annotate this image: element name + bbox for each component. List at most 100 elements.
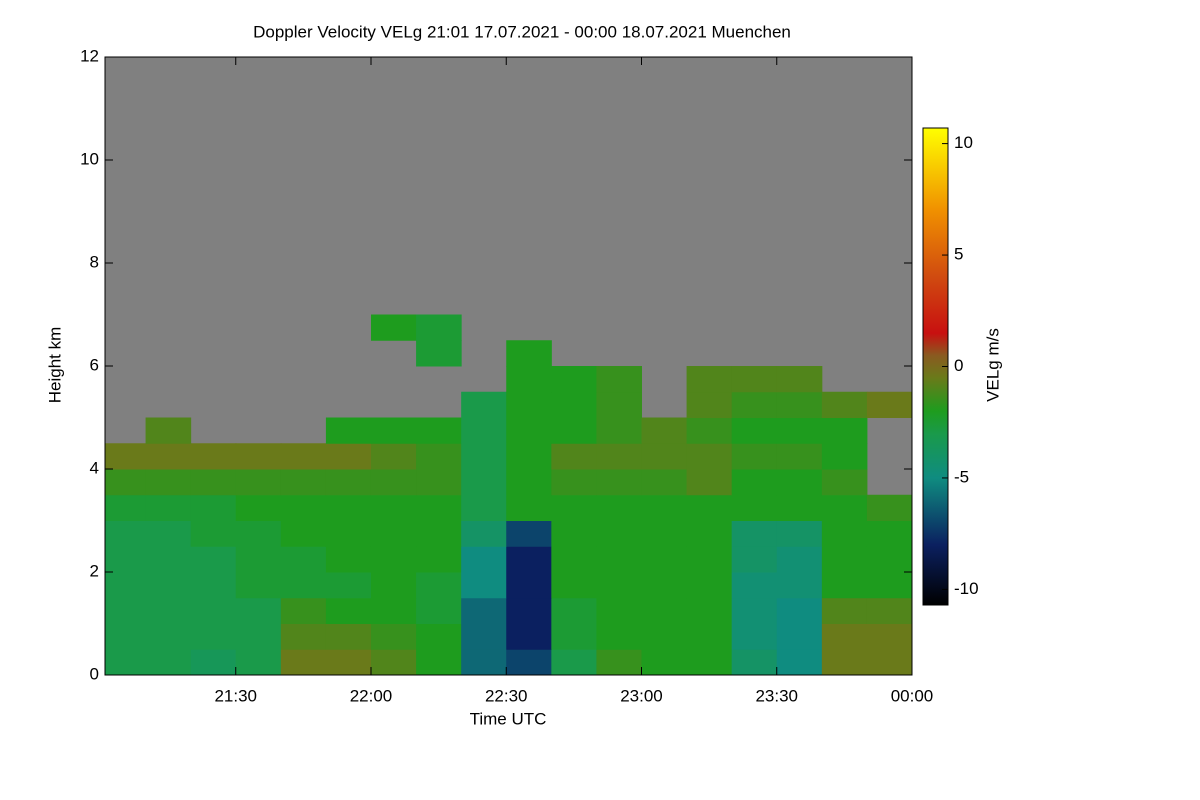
heatmap-cell bbox=[821, 391, 868, 418]
heatmap-cell bbox=[416, 623, 462, 650]
heatmap-cell bbox=[325, 572, 372, 599]
x-tick-label: 22:30 bbox=[485, 686, 528, 705]
heatmap-cell bbox=[370, 520, 417, 547]
heatmap-cell bbox=[731, 623, 778, 650]
heatmap-cell bbox=[866, 649, 913, 676]
heatmap-cell bbox=[145, 623, 192, 650]
heatmap-cell bbox=[145, 649, 192, 676]
heatmap-cell bbox=[596, 546, 642, 573]
heatmap-cell bbox=[776, 546, 823, 573]
heatmap-cell bbox=[461, 391, 507, 418]
heatmap-cell bbox=[325, 469, 372, 496]
heatmap-cell bbox=[551, 469, 597, 496]
heatmap-cell bbox=[551, 417, 597, 444]
heatmap-cell bbox=[190, 546, 237, 573]
heatmap-cell bbox=[325, 520, 372, 547]
colorbar-tick-label: 0 bbox=[954, 356, 963, 375]
heatmap-cell bbox=[461, 572, 507, 599]
heatmap-cell bbox=[416, 443, 462, 470]
y-tick-label: 10 bbox=[80, 149, 99, 168]
heatmap-cell bbox=[280, 494, 327, 521]
heatmap-cell bbox=[821, 494, 868, 521]
heatmap-cell bbox=[235, 597, 282, 624]
heatmap-cell bbox=[506, 417, 552, 444]
x-tick-label: 22:00 bbox=[350, 686, 393, 705]
heatmap-cell bbox=[235, 494, 282, 521]
heatmap-cell bbox=[461, 443, 507, 470]
heatmap-cell bbox=[866, 623, 913, 650]
heatmap-cell bbox=[641, 572, 688, 599]
x-tick-label: 00:00 bbox=[891, 686, 934, 705]
heatmap-cell bbox=[686, 391, 733, 418]
heatmap-cell bbox=[686, 597, 733, 624]
heatmap-cell bbox=[506, 494, 552, 521]
heatmap-cell bbox=[190, 494, 237, 521]
heatmap-cell bbox=[190, 623, 237, 650]
heatmap-cell bbox=[731, 443, 778, 470]
heatmap-cell bbox=[416, 469, 462, 496]
heatmap-cell bbox=[866, 494, 913, 521]
heatmap-cell bbox=[776, 649, 823, 676]
heatmap-cell bbox=[731, 469, 778, 496]
heatmap-cell bbox=[596, 623, 642, 650]
heatmap-cell bbox=[821, 572, 868, 599]
heatmap-cell bbox=[416, 417, 462, 444]
heatmap-cell bbox=[235, 443, 282, 470]
heatmap-cell bbox=[416, 546, 462, 573]
y-tick-label: 12 bbox=[80, 46, 99, 65]
heatmap-cell bbox=[776, 366, 823, 393]
heatmap-cell bbox=[370, 443, 417, 470]
heatmap-cell bbox=[461, 520, 507, 547]
heatmap-cell bbox=[370, 649, 417, 676]
heatmap-cell bbox=[190, 649, 237, 676]
heatmap-cell bbox=[506, 443, 552, 470]
heatmap-cell bbox=[190, 520, 237, 547]
heatmap-cell bbox=[731, 417, 778, 444]
heatmap-cell bbox=[551, 391, 597, 418]
heatmap-cell bbox=[235, 520, 282, 547]
heatmap-cell bbox=[641, 649, 688, 676]
heatmap-cell bbox=[596, 443, 642, 470]
heatmap-cell bbox=[866, 520, 913, 547]
heatmap-cell bbox=[551, 443, 597, 470]
heatmap-cell bbox=[551, 520, 597, 547]
colorbar-tick-label: 10 bbox=[954, 133, 973, 152]
heatmap-cell bbox=[731, 520, 778, 547]
heatmap-cell bbox=[506, 572, 552, 599]
heatmap-cell bbox=[105, 494, 147, 521]
heatmap-cell bbox=[416, 572, 462, 599]
heatmap-cell bbox=[325, 597, 372, 624]
heatmap-cell bbox=[105, 597, 147, 624]
heatmap-cell bbox=[370, 314, 417, 341]
heatmap-cell bbox=[506, 520, 552, 547]
heatmap-cell bbox=[641, 623, 688, 650]
heatmap-cell bbox=[551, 366, 597, 393]
heatmap-cell bbox=[461, 417, 507, 444]
y-tick-label: 8 bbox=[90, 252, 99, 271]
heatmap-cell bbox=[145, 597, 192, 624]
heatmap-cell bbox=[821, 546, 868, 573]
heatmap-cell bbox=[235, 469, 282, 496]
x-tick-label: 23:00 bbox=[620, 686, 663, 705]
heatmap-cell bbox=[370, 469, 417, 496]
y-tick-label: 2 bbox=[90, 561, 99, 580]
heatmap-cell bbox=[551, 597, 597, 624]
heatmap-cell bbox=[280, 597, 327, 624]
heatmap-cell bbox=[506, 469, 552, 496]
heatmap-cell bbox=[280, 443, 327, 470]
heatmap-cell bbox=[776, 572, 823, 599]
heatmap-cell bbox=[596, 494, 642, 521]
heatmap-cell bbox=[641, 546, 688, 573]
heatmap-cell bbox=[686, 520, 733, 547]
heatmap-cell bbox=[776, 520, 823, 547]
heatmap-cell bbox=[776, 391, 823, 418]
y-tick-label: 0 bbox=[90, 664, 99, 683]
y-tick-label: 4 bbox=[90, 458, 99, 477]
heatmap-cell bbox=[190, 469, 237, 496]
heatmap-cell bbox=[866, 546, 913, 573]
heatmap-cell bbox=[551, 649, 597, 676]
heatmap-cell bbox=[551, 572, 597, 599]
heatmap-cell bbox=[731, 597, 778, 624]
heatmap-cell bbox=[506, 366, 552, 393]
heatmap-cell bbox=[731, 649, 778, 676]
